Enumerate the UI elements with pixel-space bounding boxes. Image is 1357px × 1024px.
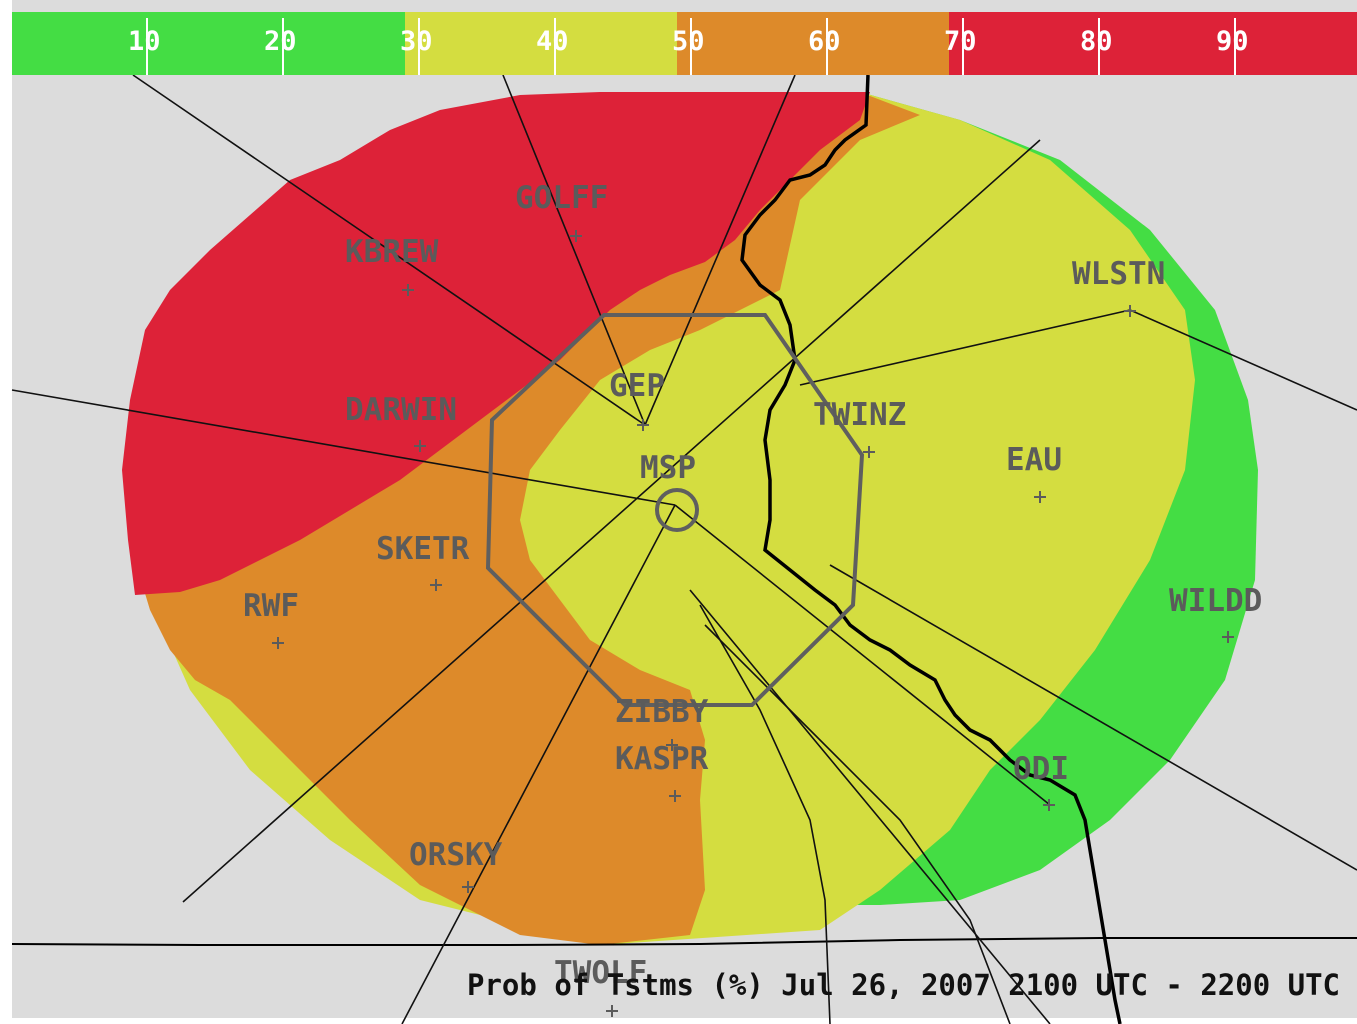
route-line — [502, 74, 646, 426]
fix-label-twinz: TWINZ — [813, 397, 906, 433]
fix-label-darwin: DARWIN — [345, 392, 457, 428]
fix-label-twolf: TWOLF — [554, 955, 647, 991]
legend-band-50-70 — [677, 12, 949, 75]
map-frame — [0, 0, 12, 1024]
legend-band-30-50 — [405, 12, 677, 75]
region-70-100 — [122, 92, 870, 595]
fix-marker-gep — [637, 419, 649, 431]
legend-tick-label-30: 30 — [400, 26, 433, 57]
route-line — [182, 139, 1041, 903]
fix-label-msp: MSP — [640, 450, 696, 486]
fix-marker-eau — [1034, 491, 1046, 503]
route-line — [1129, 309, 1357, 411]
fix-marker-golff — [570, 230, 582, 242]
legend-tick-label-60: 60 — [808, 26, 841, 57]
fix-marker-wlstn — [1124, 305, 1136, 317]
legend-band-70-100 — [949, 12, 1357, 75]
fix-labels: GOLFF KBREW WLSTN GEP DARWIN TWINZ EAU M… — [243, 180, 1262, 991]
fix-marker-kbrew — [402, 284, 414, 296]
legend-tick-label-80: 80 — [1080, 26, 1113, 57]
route-line — [829, 564, 1357, 871]
route-line — [11, 389, 676, 506]
fix-marker-zibby — [666, 739, 678, 751]
state-border — [740, 74, 1122, 1024]
fix-label-gep: GEP — [609, 368, 665, 404]
fix-label-kbrew: KBREW — [345, 234, 439, 270]
fix-label-wlstn: WLSTN — [1072, 256, 1165, 292]
route-line — [689, 589, 1051, 1024]
msp-airport-circle — [655, 488, 699, 532]
route-line — [401, 504, 676, 1024]
terminal-area-boundary — [485, 313, 865, 707]
map-frame-bottom — [0, 1018, 1357, 1024]
fix-label-odi: ODI — [1013, 751, 1069, 787]
fix-label-zibby: ZIBBY — [615, 694, 709, 730]
route-line — [644, 74, 796, 426]
route-line — [674, 504, 1051, 806]
legend-band-10-30 — [12, 12, 405, 75]
route-line — [699, 604, 831, 1024]
legend-tick-label-90: 90 — [1216, 26, 1249, 57]
probability-regions — [122, 92, 1258, 945]
fix-markers — [272, 230, 1234, 1017]
fix-marker-twolf — [606, 1005, 618, 1017]
legend-tick-label-10: 10 — [128, 26, 161, 57]
legend-bar: 10 20 30 40 50 60 70 80 90 — [12, 12, 1357, 75]
fix-marker-darwin — [414, 440, 426, 452]
fix-marker-orsky — [462, 881, 474, 893]
south-boundary — [11, 937, 1357, 946]
legend-tick-marks — [146, 18, 1236, 75]
fix-marker-kaspr — [669, 790, 681, 802]
fix-marker-wildd — [1222, 631, 1234, 643]
fix-marker-sketr — [430, 579, 442, 591]
fix-label-sketr: SKETR — [376, 531, 470, 567]
legend-tick-label-40: 40 — [536, 26, 569, 57]
legend-tick-label-50: 50 — [672, 26, 705, 57]
fix-label-golff: GOLFF — [515, 180, 608, 216]
fix-label-kaspr: KASPR — [615, 741, 709, 777]
route-line — [132, 74, 646, 426]
fix-marker-twinz — [863, 446, 875, 458]
fix-marker-rwf — [272, 637, 284, 649]
legend-tick-label-20: 20 — [264, 26, 297, 57]
map-caption: Prob of Tstms (%) Jul 26, 2007 2100 UTC … — [467, 968, 1340, 1002]
route-line — [799, 309, 1131, 386]
fix-label-rwf: RWF — [243, 588, 299, 624]
fix-label-wildd: WILDD — [1169, 583, 1262, 619]
fix-label-orsky: ORSKY — [409, 837, 503, 873]
legend-tick-label-70: 70 — [944, 26, 977, 57]
fix-marker-odi — [1043, 799, 1055, 811]
fix-label-eau: EAU — [1006, 442, 1062, 478]
